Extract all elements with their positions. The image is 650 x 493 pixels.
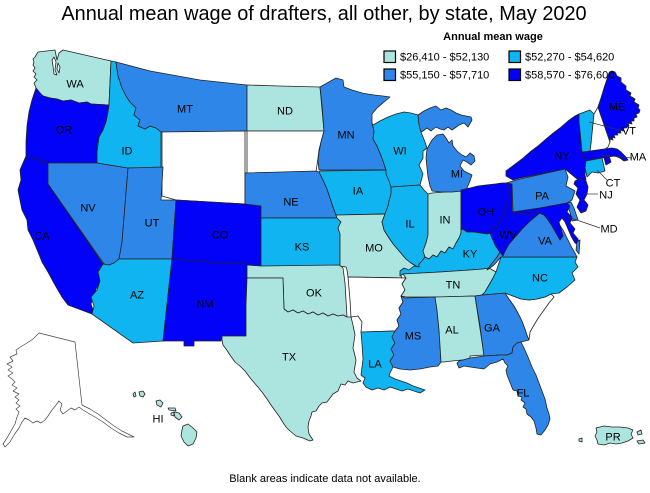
svg-text:CT: CT	[606, 178, 621, 190]
svg-text:FL: FL	[517, 388, 530, 400]
svg-text:TX: TX	[282, 352, 297, 364]
svg-text:$26,410 - $52,130: $26,410 - $52,130	[400, 52, 489, 64]
svg-text:TN: TN	[446, 280, 461, 292]
svg-text:ME: ME	[609, 102, 626, 114]
svg-text:WA: WA	[66, 79, 84, 91]
svg-text:LA: LA	[368, 359, 382, 371]
svg-text:AL: AL	[445, 325, 458, 337]
svg-text:ND: ND	[277, 106, 293, 118]
svg-text:Annual mean wage of drafters,: Annual mean wage of drafters, all other,…	[61, 3, 586, 25]
svg-text:NJ: NJ	[599, 190, 612, 202]
svg-text:MD: MD	[600, 224, 617, 236]
svg-text:HI: HI	[153, 414, 164, 426]
svg-text:CA: CA	[34, 231, 50, 243]
svg-text:OR: OR	[56, 125, 73, 137]
svg-text:NE: NE	[283, 197, 298, 209]
svg-text:AZ: AZ	[130, 290, 144, 302]
svg-text:$55,150 - $57,710: $55,150 - $57,710	[400, 70, 489, 82]
svg-text:CO: CO	[212, 230, 229, 242]
svg-text:PA: PA	[535, 191, 550, 203]
svg-text:KY: KY	[463, 249, 478, 261]
svg-text:IN: IN	[440, 215, 451, 227]
svg-text:Blank areas indicate data not: Blank areas indicate data not available.	[229, 473, 420, 485]
svg-text:NM: NM	[196, 299, 213, 311]
svg-text:VT: VT	[622, 126, 636, 138]
svg-text:GA: GA	[484, 323, 501, 335]
svg-text:Annual mean wage: Annual mean wage	[443, 31, 543, 43]
svg-text:$52,270 - $54,620: $52,270 - $54,620	[525, 52, 614, 64]
svg-text:IL: IL	[405, 219, 414, 231]
svg-text:ID: ID	[122, 146, 133, 158]
svg-text:MA: MA	[630, 152, 647, 164]
svg-text:PR: PR	[605, 432, 620, 444]
svg-text:VA: VA	[538, 236, 553, 248]
svg-text:MO: MO	[365, 243, 383, 255]
svg-text:IA: IA	[353, 186, 364, 198]
svg-text:OH: OH	[478, 207, 495, 219]
svg-text:$58,570 - $76,600: $58,570 - $76,600	[525, 70, 614, 82]
svg-text:UT: UT	[145, 218, 160, 230]
svg-text:OK: OK	[306, 288, 323, 300]
svg-text:NC: NC	[532, 273, 548, 285]
svg-text:WV: WV	[499, 230, 517, 242]
svg-text:MS: MS	[405, 331, 422, 343]
svg-text:MI: MI	[451, 169, 463, 181]
svg-text:NY: NY	[554, 151, 570, 163]
svg-text:WI: WI	[393, 146, 406, 158]
svg-text:KS: KS	[295, 242, 310, 254]
svg-text:MN: MN	[337, 130, 354, 142]
svg-text:MT: MT	[177, 104, 193, 116]
svg-text:NV: NV	[80, 203, 96, 215]
